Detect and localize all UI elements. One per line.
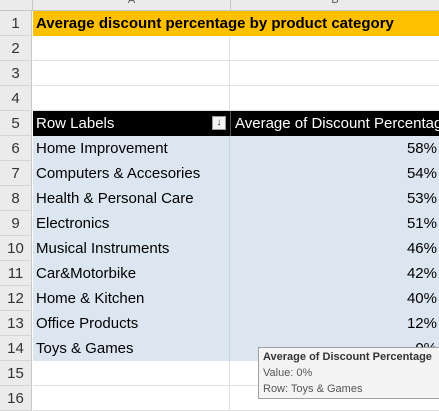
row-header[interactable]: 1	[0, 11, 32, 36]
tooltip-value: Value: 0%	[263, 367, 313, 379]
row-header[interactable]: 3	[0, 61, 32, 86]
pivot-data-row: 12 Home & Kitchen 40%	[0, 286, 439, 311]
row-header[interactable]: 12	[0, 286, 32, 311]
row-label-cell[interactable]: Office Products	[33, 311, 230, 336]
row-label-cell[interactable]: Computers & Accesories	[33, 161, 230, 186]
value-cell[interactable]: 42%	[230, 261, 439, 286]
row-header[interactable]: 7	[0, 161, 32, 186]
column-header-b-label: B	[331, 0, 339, 6]
tooltip-title: Average of Discount Percentage	[263, 351, 432, 363]
pivot-data-row: 13 Office Products 12%	[0, 311, 439, 336]
sheet-title-cell[interactable]: Average discount percentage by product c…	[33, 11, 439, 36]
row-header[interactable]: 13	[0, 311, 32, 336]
row-label-cell[interactable]: Toys & Games	[33, 336, 230, 361]
value-tooltip: Average of Discount Percentage Value: 0%…	[258, 347, 439, 399]
cell[interactable]	[33, 61, 230, 86]
column-header-a-label: A	[127, 0, 136, 6]
value-cell[interactable]: 53%	[230, 186, 439, 211]
sheet-row-1: 1 Average discount percentage by product…	[0, 11, 439, 36]
tooltip-row: Row: Toys & Games	[263, 383, 363, 395]
row-header[interactable]: 16	[0, 386, 32, 411]
pivot-data-row: 7 Computers & Accesories 54%	[0, 161, 439, 186]
row-label-cell[interactable]: Home Improvement	[33, 136, 230, 161]
sheet-row-4: 4	[0, 86, 439, 111]
cell[interactable]	[230, 36, 439, 61]
pivot-data-row: 11 Car&Motorbike 42%	[0, 261, 439, 286]
cell[interactable]	[230, 61, 439, 86]
row-label-cell[interactable]: Health & Personal Care	[33, 186, 230, 211]
pivot-header-row: 5 Row Labels ↓ Average of Discount Perce…	[0, 111, 439, 136]
filter-dropdown-icon[interactable]: ↓	[212, 116, 226, 130]
value-cell[interactable]: 46%	[230, 236, 439, 261]
row-labels-header-text: Row Labels	[36, 115, 115, 132]
cell[interactable]	[230, 86, 439, 111]
cell[interactable]	[33, 361, 230, 386]
row-header[interactable]: 2	[0, 36, 32, 61]
row-header[interactable]: 6	[0, 136, 32, 161]
row-header[interactable]: 5	[0, 111, 32, 136]
values-header[interactable]: Average of Discount Percentage	[230, 111, 439, 136]
row-label-cell[interactable]: Home & Kitchen	[33, 286, 230, 311]
cell[interactable]	[33, 36, 230, 61]
row-labels-header[interactable]: Row Labels ↓	[33, 111, 230, 136]
row-header[interactable]: 15	[0, 361, 32, 386]
row-label-cell[interactable]: Car&Motorbike	[33, 261, 230, 286]
cell[interactable]	[33, 86, 230, 111]
pivot-data-row: 10 Musical Instruments 46%	[0, 236, 439, 261]
cell[interactable]	[33, 386, 230, 411]
select-all-corner[interactable]	[0, 0, 33, 11]
value-cell[interactable]: 12%	[230, 311, 439, 336]
sheet-row-3: 3	[0, 61, 439, 86]
value-cell[interactable]: 54%	[230, 161, 439, 186]
column-header-a[interactable]: A	[33, 0, 231, 11]
row-header[interactable]: 14	[0, 336, 32, 361]
row-header[interactable]: 8	[0, 186, 32, 211]
row-label-cell[interactable]: Electronics	[33, 211, 230, 236]
column-header-b[interactable]: B	[231, 0, 439, 11]
value-cell[interactable]: 58%	[230, 136, 439, 161]
pivot-data-row: 9 Electronics 51%	[0, 211, 439, 236]
row-header[interactable]: 11	[0, 261, 32, 286]
row-header[interactable]: 9	[0, 211, 32, 236]
row-header[interactable]: 10	[0, 236, 32, 261]
pivot-data-row: 6 Home Improvement 58%	[0, 136, 439, 161]
value-cell[interactable]: 51%	[230, 211, 439, 236]
row-header[interactable]: 4	[0, 86, 32, 111]
pivot-data-row: 8 Health & Personal Care 53%	[0, 186, 439, 211]
sheet-row-2: 2	[0, 36, 439, 61]
value-cell[interactable]: 40%	[230, 286, 439, 311]
row-label-cell[interactable]: Musical Instruments	[33, 236, 230, 261]
